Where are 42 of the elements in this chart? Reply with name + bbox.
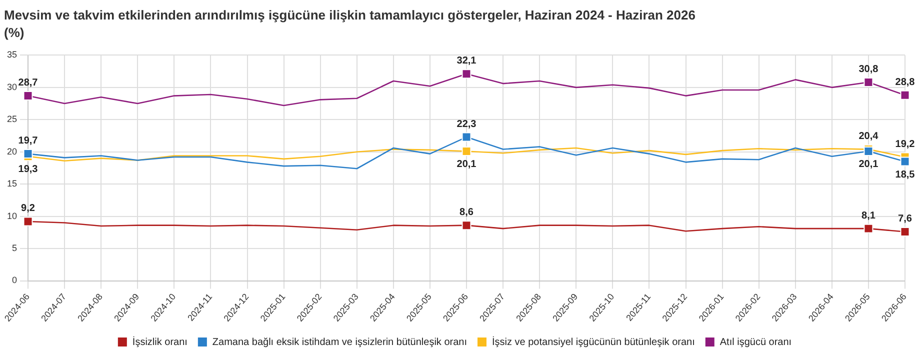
y-tick-label: 20: [6, 146, 18, 156]
y-tick-label: 0: [12, 275, 18, 286]
data-label: 9,2: [21, 203, 36, 214]
y-tick-label: 10: [6, 210, 18, 221]
point: [864, 78, 874, 88]
legend-label: Atıl işgücü oranı: [720, 336, 792, 348]
point: [23, 91, 33, 101]
data-label: 19,7: [18, 136, 38, 147]
point: [23, 149, 33, 159]
point: [462, 69, 472, 79]
point: [462, 132, 472, 142]
data-label: 30,8: [858, 64, 879, 76]
y-tick-label: 35: [6, 50, 18, 60]
point: [462, 220, 472, 230]
data-label: 28,7: [18, 78, 38, 89]
y-tick-label: 25: [6, 114, 18, 124]
point: [23, 216, 33, 226]
data-label: 22,3: [456, 118, 477, 130]
point: [462, 146, 472, 156]
data-label: 28,8: [895, 76, 916, 88]
data-label: 20,1: [858, 158, 879, 170]
y-tick-label: 15: [6, 178, 18, 189]
y-tick-label: 5: [12, 243, 18, 254]
data-label: 20,4: [858, 131, 879, 142]
data-label: 7,6: [898, 214, 912, 225]
legend-label: Zamana bağlı eksik istihdam ve işsizlerin bütünleşik oranı: [212, 336, 467, 348]
point: [900, 156, 910, 166]
legend-label: İşsiz ve potansiyel işgücünün bütünleşik oranı: [492, 336, 695, 348]
point: [900, 227, 910, 237]
data-label: 8,1: [862, 210, 876, 222]
data-label: 8,6: [460, 207, 474, 218]
point: [864, 224, 874, 234]
data-label: 20,1: [456, 158, 477, 170]
legend-label: İşsizlik oranı: [132, 336, 188, 348]
data-label: 19,2: [895, 138, 916, 150]
point: [900, 90, 910, 100]
data-label: 18,5: [895, 169, 916, 180]
y-tick-label: 30: [6, 82, 18, 92]
chart-subtitle: (%): [4, 24, 24, 40]
chart-title: Mevsim ve takvim etkilerinden arındırılmış işgücüne ilişkin tamamlayıcı göstergeler, Haziran 2024 - Haziran 2026: [4, 7, 696, 22]
data-label: 19,3: [18, 164, 38, 176]
data-label: 32,1: [456, 56, 477, 67]
